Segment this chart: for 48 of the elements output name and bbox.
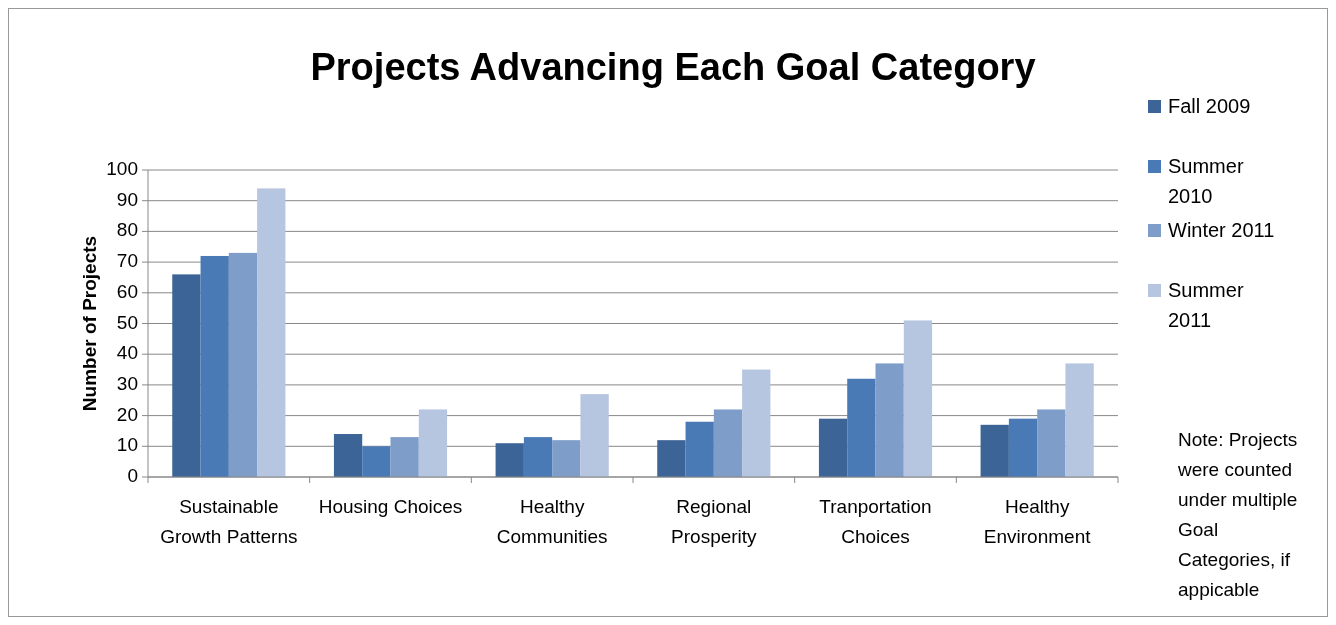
y-tick-label: 20 — [116, 403, 138, 425]
y-tick-label: 0 — [127, 465, 138, 487]
legend-label: Fall 2009 — [1168, 95, 1251, 118]
legend-label: Winter 2011 — [1168, 219, 1275, 242]
bar — [818, 418, 848, 477]
y-tick-label: 90 — [116, 188, 138, 210]
bar — [418, 409, 448, 477]
chart-title: Projects Advancing Each Goal Category — [310, 46, 1036, 88]
bar — [228, 252, 258, 477]
bar — [257, 188, 286, 477]
bar — [685, 421, 714, 477]
bar — [875, 363, 904, 477]
bar — [980, 424, 1009, 477]
y-tick-label: 80 — [116, 219, 138, 241]
legend-label: Summer 2010 — [1168, 155, 1244, 208]
x-tick-label: Regional Prosperity — [671, 496, 758, 547]
x-tick-label: Sustainable Growth Patterns — [160, 496, 298, 547]
y-tick-label: 10 — [116, 434, 138, 456]
bar — [523, 437, 553, 477]
bar — [495, 443, 524, 477]
bar — [713, 409, 743, 477]
bar — [333, 434, 363, 477]
bar — [903, 320, 933, 477]
x-tick-label: Healthy Environment — [983, 496, 1092, 547]
y-tick-label: 60 — [116, 280, 138, 302]
bar — [172, 274, 201, 477]
x-tick-label: Housing Choices — [318, 496, 463, 517]
text: Note: Projects were counted under multiple Goal Categories, if appicable — [1177, 429, 1298, 600]
y-axis-title: Number of Projects — [79, 235, 100, 412]
y-tick-label: 40 — [116, 342, 138, 364]
bar — [552, 440, 581, 477]
x-tick-label: Tranportation Choices — [819, 496, 932, 547]
y-tick-label: 30 — [116, 372, 138, 394]
bar — [847, 378, 876, 477]
bar — [390, 437, 419, 477]
bar — [1037, 409, 1066, 477]
bar — [580, 394, 609, 477]
bar — [1008, 418, 1038, 477]
legend-label: Summer 2011 — [1168, 279, 1244, 332]
bar — [200, 255, 229, 477]
bar — [657, 440, 686, 477]
bar — [1065, 363, 1094, 477]
x-tick-label: Healthy Communities — [496, 496, 608, 547]
y-tick-label: 50 — [116, 311, 138, 333]
y-tick-label: 100 — [106, 158, 138, 180]
bar — [362, 446, 391, 477]
bar — [742, 369, 771, 477]
y-tick-label: 70 — [116, 250, 138, 272]
